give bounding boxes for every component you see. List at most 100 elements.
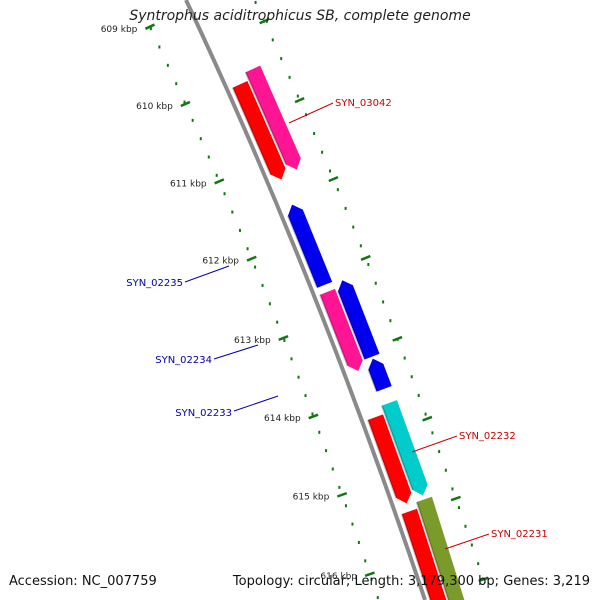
kbp-tick-mark	[278, 335, 289, 342]
left-guide-dot	[231, 210, 234, 214]
left-guide-dot	[276, 320, 279, 324]
kbp-tick-label: 612 kbp	[202, 257, 239, 267]
gene-arrow[interactable]	[381, 400, 428, 496]
kbp-half-tick-mark	[422, 415, 433, 422]
left-guide-dot	[268, 302, 271, 306]
gene-arrow[interactable]	[245, 65, 301, 170]
left-guide-dot	[254, 265, 257, 269]
right-guide-dot	[424, 412, 427, 416]
right-guide-dot	[271, 38, 274, 42]
gene-arrow[interactable]	[368, 414, 412, 504]
left-guide-dot	[166, 63, 169, 67]
kbp-tick-label: 613 kbp	[234, 336, 271, 346]
left-guide-dot	[223, 192, 226, 196]
left-guide-dot	[191, 118, 194, 122]
right-guide-dot	[313, 132, 316, 136]
genome-summary: Topology: circular; Length: 3,179,300 bp…	[232, 574, 590, 589]
length-text: Length: 3,179,300 bp	[354, 574, 495, 589]
gene-label[interactable]: SYN_02235	[126, 278, 183, 289]
genes-count-text: Genes: 3,219	[503, 574, 590, 589]
kbp-half-tick-mark	[328, 175, 339, 183]
right-guide-dot	[359, 244, 362, 248]
right-guide-dot	[336, 188, 339, 192]
gene-arrow[interactable]	[368, 358, 392, 392]
right-guide-dot	[431, 431, 434, 435]
gene-arrow-shade	[231, 87, 272, 176]
gene-arrow-shade	[367, 369, 378, 392]
gene-arrow-shade	[337, 290, 366, 360]
right-guide-dot	[451, 487, 454, 491]
gene-arrow[interactable]	[232, 81, 286, 180]
right-guide-dot	[477, 562, 480, 566]
right-guide-dot	[470, 543, 473, 547]
gene-arrow[interactable]	[320, 288, 363, 371]
left-guide-dot	[357, 540, 360, 544]
genome-title: Syntrophus aciditrophicus SB, complete g…	[129, 8, 471, 24]
gene-label[interactable]: SYN_02234	[155, 355, 212, 366]
right-guide-dot	[367, 263, 370, 267]
left-guide-dot	[325, 449, 328, 453]
kbp-tick-mark	[246, 255, 257, 262]
gene-arrow-shade	[287, 215, 319, 289]
kbp-tick-mark	[336, 491, 348, 498]
right-guide-dot	[352, 225, 355, 229]
gene-arrow[interactable]	[416, 496, 465, 600]
gene-label-leader	[213, 344, 259, 360]
left-guide-dot	[318, 430, 321, 434]
gene-arrow-shade	[244, 71, 287, 165]
right-guide-dot	[410, 375, 413, 379]
gene-label-leader	[444, 533, 490, 550]
kbp-tick-mark	[308, 413, 319, 420]
gene-label[interactable]: SYN_03042	[335, 98, 392, 109]
left-guide-dot	[149, 27, 152, 31]
left-guide-dot	[364, 559, 367, 563]
gene-arrow[interactable]	[338, 280, 380, 360]
gene-label[interactable]: SYN_02231	[491, 529, 548, 540]
kbp-ticks: 609 kbp 610 kbp 611 kbp 612 kbp 613 kbp 614 k…	[101, 17, 489, 583]
right-guide-dot	[403, 356, 406, 360]
left-guide-dot	[297, 375, 300, 379]
right-guide-dot	[382, 300, 385, 304]
right-guide-dot	[344, 206, 347, 210]
left-guide-dot	[199, 137, 202, 141]
gene-label-leader	[184, 265, 230, 283]
kbp-half-tick-mark	[294, 96, 305, 104]
right-guide-dot	[321, 150, 324, 154]
gene-arrow[interactable]	[288, 204, 333, 288]
left-guide-dot	[331, 467, 334, 471]
kbp-tick-mark	[180, 100, 191, 108]
left-guide-dot	[175, 82, 178, 86]
right-guide-dot	[280, 57, 283, 61]
kbp-half-tick-mark	[450, 495, 461, 502]
gene-arrow-shade	[367, 419, 398, 499]
right-guide-dot	[389, 319, 392, 323]
left-guide-dot	[215, 173, 218, 177]
right-guide-dot	[438, 450, 441, 454]
gene-arrow[interactable]	[401, 508, 447, 600]
right-guide-dot	[444, 468, 447, 472]
left-guide-dot	[183, 100, 186, 104]
left-guide-dot	[376, 596, 379, 600]
gene-label[interactable]: SYN_02233	[175, 408, 232, 419]
left-guide-dot	[158, 45, 161, 49]
gene-arrow-shade	[319, 294, 349, 367]
gene-label[interactable]: SYN_02232	[459, 431, 516, 442]
right-guide-dot	[329, 169, 332, 173]
left-guide-dot	[246, 247, 249, 251]
right-guide-dot	[417, 393, 420, 397]
right-guide-dot	[296, 94, 299, 98]
left-guide-dot	[370, 577, 373, 581]
gene-label-leader	[288, 102, 334, 124]
kbp-half-tick-mark	[478, 576, 489, 583]
genome-backbone	[184, 0, 427, 600]
gene-label-leader	[233, 395, 279, 412]
left-guide-dot	[290, 357, 293, 361]
kbp-tick-label: 611 kbp	[170, 179, 207, 189]
kbp-half-tick-mark	[259, 17, 270, 25]
right-guide-dot	[374, 281, 377, 285]
accession-text: Accession: NC_007759	[9, 574, 157, 589]
left-guide-dot	[344, 504, 347, 508]
gene-label-leader	[411, 435, 458, 453]
left-guide-dot	[304, 394, 307, 398]
